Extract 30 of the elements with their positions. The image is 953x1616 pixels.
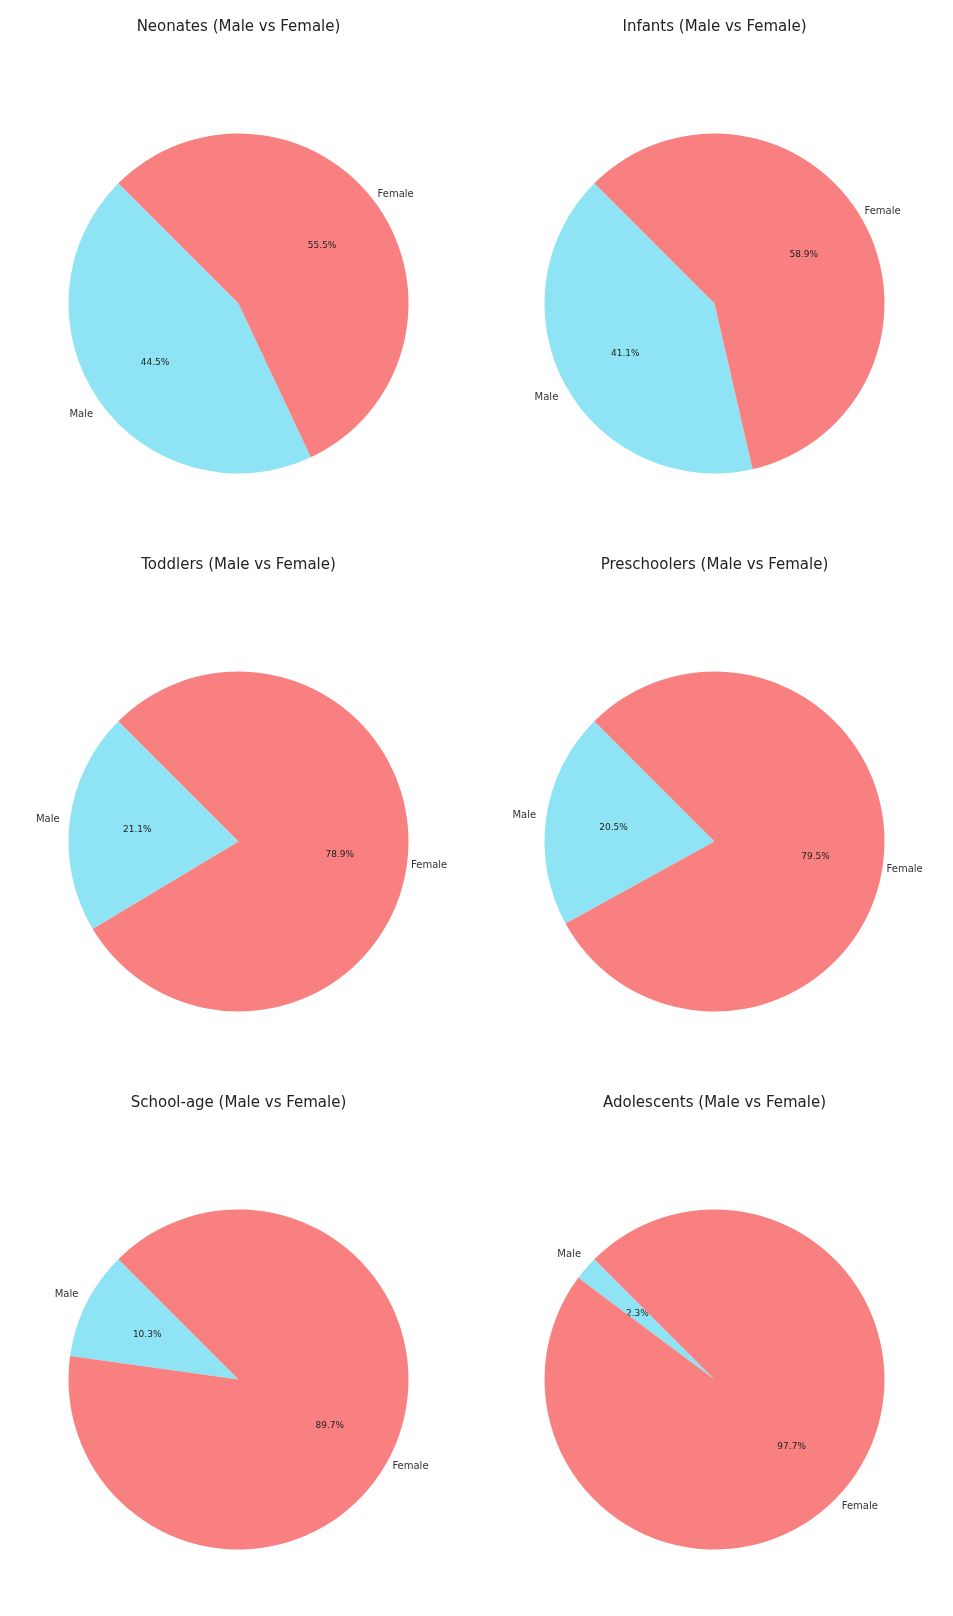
data-label: 89.7% [315,1419,345,1430]
slice-label: Female [841,1499,878,1511]
data-label: 78.9% [325,848,355,859]
data-label: 44.5% [140,357,170,368]
slice-label: Male [69,408,94,420]
chart-title: School-age (Male vs Female) [130,1093,347,1111]
slice-label: Male [54,1288,79,1300]
data-label: 55.5% [307,239,337,250]
chart-title: Neonates (Male vs Female) [136,17,341,35]
data-label: 21.1% [122,824,153,835]
slice-label: Female [886,863,923,875]
chart-title: Toddlers (Male vs Female) [140,555,336,573]
chart-title: Preschoolers (Male vs Female) [600,555,829,573]
data-label: 58.9% [789,249,819,260]
slice-label: Male [534,391,559,403]
slice-label: Male [36,812,60,824]
data-label: 97.7% [777,1441,807,1452]
data-label: 10.3% [132,1329,162,1340]
chart-title: Infants (Male vs Female) [622,17,807,35]
data-label: 79.5% [801,850,831,861]
chart-title: Adolescents (Male vs Female) [602,1093,827,1111]
slice-label: Male [512,808,537,820]
data-label: 20.5% [599,822,629,833]
slice-label: Female [392,1459,429,1471]
data-label: 41.1% [610,347,641,358]
slice-label: Female [377,187,414,199]
slice-label: Female [411,859,448,871]
data-label: 2.3% [625,1307,650,1318]
slice-label: Male [557,1248,582,1260]
slice-label: Female [864,204,901,216]
